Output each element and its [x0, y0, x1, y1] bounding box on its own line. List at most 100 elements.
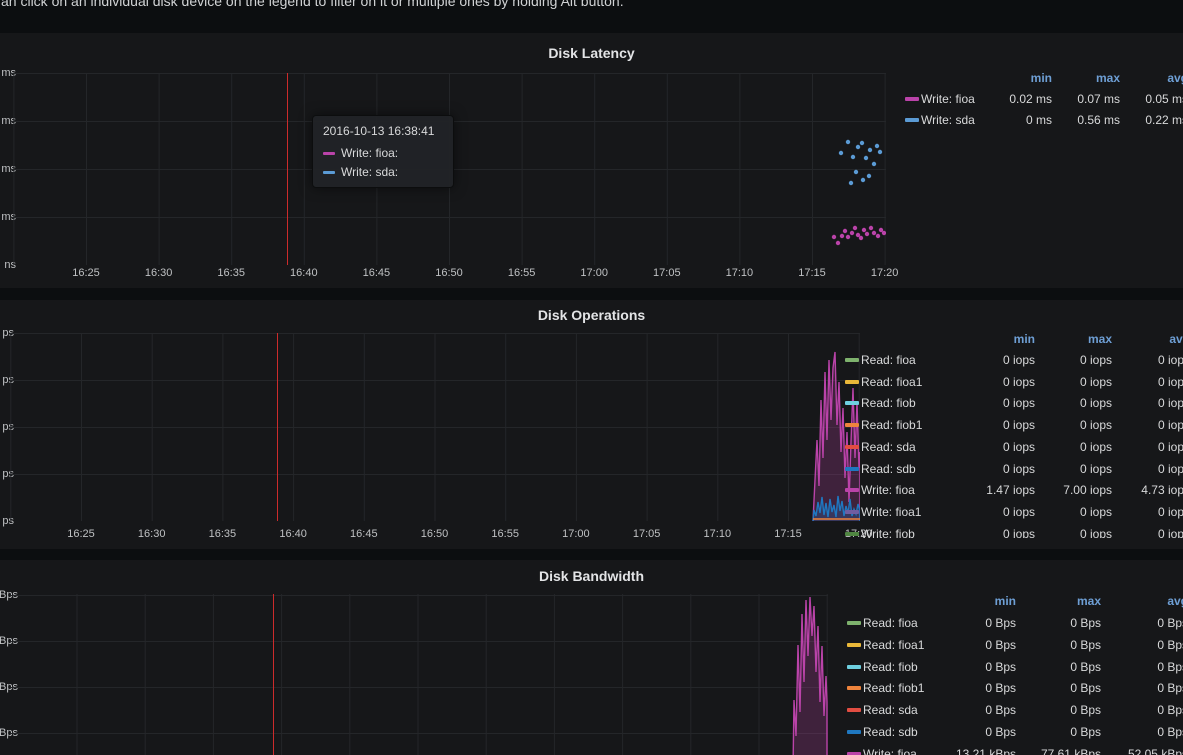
- legend-series-label[interactable]: Write: fioa1: [861, 504, 922, 519]
- legend-series-label[interactable]: Write: fiob: [861, 526, 915, 538]
- legend-header-max[interactable]: max: [1076, 594, 1101, 608]
- legend-header-max[interactable]: max: [1087, 332, 1112, 346]
- panel-title-disk-bandwidth[interactable]: Disk Bandwidth: [538, 568, 644, 584]
- x-tick-label: 17:15: [798, 267, 826, 279]
- legend-series-label[interactable]: Read: fioa: [861, 353, 916, 367]
- legend-series-label[interactable]: Read: sdb: [861, 461, 916, 476]
- legend-series-label[interactable]: Write: sda: [921, 113, 975, 127]
- legend-series-label[interactable]: Read: sda: [861, 439, 916, 454]
- legend-value-avg: 0 iops: [1157, 396, 1183, 411]
- legend-value-min: 0 Bps: [985, 681, 1016, 696]
- tooltip-series-swatch: [323, 151, 335, 155]
- y-axis-label-fragment: ps: [2, 515, 14, 527]
- legend-series-swatch[interactable]: [845, 509, 859, 514]
- x-tick-label: 16:50: [420, 528, 449, 540]
- legend-value-min: 0 Bps: [985, 616, 1016, 630]
- legend-value-avg: 0 Bps: [1157, 659, 1183, 674]
- legend-value-min: 0 ms: [1025, 113, 1052, 127]
- y-axis-label-fragment: ns: [4, 259, 16, 271]
- legend-value-max: 0 iops: [1079, 418, 1112, 433]
- legend-series-label[interactable]: Read: sda: [863, 703, 918, 718]
- legend-series-label[interactable]: Read: fioa: [863, 616, 918, 630]
- legend-value-max: 0 Bps: [1070, 703, 1101, 718]
- legend-value-avg: 4.73 iops: [1141, 483, 1183, 498]
- legend-series-swatch[interactable]: [845, 444, 859, 449]
- legend-header-avg[interactable]: avg: [1167, 71, 1183, 85]
- legend-series-swatch[interactable]: [847, 708, 861, 713]
- legend-value-avg: 0 iops: [1157, 504, 1183, 519]
- legend-value-max: 0 iops: [1079, 526, 1112, 538]
- legend-value-max: 0 Bps: [1070, 616, 1101, 630]
- legend-series-label[interactable]: Write: fioa: [863, 746, 917, 755]
- legend-value-avg: 0 iops: [1157, 418, 1183, 433]
- legend-series-swatch[interactable]: [847, 642, 861, 647]
- legend-series-label[interactable]: Write: fioa: [921, 92, 975, 106]
- legend-value-avg: 0 Bps: [1157, 725, 1183, 739]
- legend-value-avg: 0 Bps: [1157, 637, 1183, 652]
- legend-series-swatch[interactable]: [845, 488, 859, 493]
- legend-series-swatch[interactable]: [845, 423, 859, 428]
- legend-value-max: 0 iops: [1079, 353, 1112, 367]
- legend-value-min: 0 iops: [1002, 353, 1035, 367]
- legend-series-swatch[interactable]: [847, 730, 861, 734]
- x-tick-label: 17:20: [870, 267, 899, 279]
- legend-series-swatch[interactable]: [905, 118, 919, 122]
- legend-value-max: 77.61 kBps: [1040, 746, 1101, 755]
- legend-value-avg: 0 iops: [1157, 461, 1183, 476]
- legend-series-label[interactable]: Read: sdb: [863, 725, 918, 739]
- legend-series-swatch[interactable]: [845, 379, 859, 384]
- legend-header-avg[interactable]: avg: [1167, 594, 1183, 608]
- legend-series-swatch[interactable]: [905, 97, 919, 101]
- legend-value-max: 0 iops: [1079, 504, 1112, 519]
- legend-series-swatch[interactable]: [845, 358, 859, 362]
- legend-value-min: 0 iops: [1002, 461, 1035, 476]
- legend-value-avg: 0 iops: [1157, 439, 1183, 454]
- legend-series-label[interactable]: Read: fiob: [863, 659, 918, 674]
- legend-value-max: 0 iops: [1079, 461, 1112, 476]
- legend-value-min: 0 Bps: [985, 725, 1016, 739]
- x-tick-label: 17:15: [774, 528, 802, 540]
- legend-series-label[interactable]: Read: fiob: [861, 396, 916, 411]
- legend-series-label[interactable]: Read: fioa1: [863, 637, 925, 652]
- legend-header-max[interactable]: max: [1095, 71, 1120, 85]
- x-tick-label: 17:05: [632, 528, 661, 540]
- tooltip-timestamp: 2016-10-13 16:38:41: [323, 124, 435, 138]
- legend-series-swatch[interactable]: [847, 664, 861, 669]
- legend-header-min[interactable]: min: [994, 594, 1016, 608]
- legend-series-label[interactable]: Read: fiob1: [863, 681, 925, 696]
- x-tick-label: 16:30: [144, 267, 173, 279]
- x-tick-label: 16:55: [507, 267, 536, 279]
- tooltip-series-list: Write: fioa: Write: sda:: [323, 146, 443, 179]
- x-tick-label: 17:00: [580, 267, 608, 279]
- legend-series-label[interactable]: Write: fioa: [861, 483, 915, 498]
- legend-value-avg: 0 Bps: [1157, 681, 1183, 696]
- x-tick-label: 16:25: [72, 267, 100, 279]
- legend: min max avg Read: fioa 0 Bps 0 Bps 0 Bps Read: …: [842, 594, 1183, 755]
- legend-series-label[interactable]: Read: fiob1: [861, 418, 923, 433]
- chart-canvas[interactable]: [10, 594, 828, 755]
- panel-title-disk-latency[interactable]: Disk Latency: [548, 45, 635, 61]
- y-axis-label-fragment: ps: [2, 421, 14, 433]
- legend-value-max: 0 Bps: [1070, 725, 1101, 739]
- legend-value-max: 0 iops: [1079, 374, 1112, 389]
- legend-header-min[interactable]: min: [1030, 71, 1052, 85]
- legend-header-min[interactable]: min: [1013, 332, 1035, 346]
- legend-series-swatch[interactable]: [847, 621, 861, 625]
- y-axis-label-fragment: ms: [1, 115, 16, 127]
- y-axis-label-fragment: Bps: [0, 727, 18, 739]
- legend-series-swatch[interactable]: [847, 751, 861, 755]
- x-tick-label: 16:25: [67, 528, 95, 540]
- legend-series-swatch[interactable]: [845, 466, 859, 471]
- legend-value-max: 0.07 ms: [1077, 92, 1120, 106]
- legend-value-avg: 0 iops: [1157, 353, 1183, 367]
- legend-series-swatch[interactable]: [845, 401, 859, 406]
- legend-series-swatch[interactable]: [847, 686, 861, 691]
- chart-canvas[interactable]: [10, 333, 860, 521]
- x-tick-label: 16:45: [362, 267, 391, 279]
- legend: min max avg Write: fioa 0.02 ms 0.07 ms 0.05 m…: [900, 71, 1183, 141]
- legend-series-label[interactable]: Read: fioa1: [861, 374, 923, 389]
- legend: min max avg Read: fioa 0 iops 0 iops 0 iops Rea…: [840, 332, 1183, 538]
- legend-header-avg[interactable]: avg: [1169, 332, 1183, 346]
- panel-title-disk-operations[interactable]: Disk Operations: [537, 307, 646, 323]
- legend-series-swatch[interactable]: [845, 531, 859, 536]
